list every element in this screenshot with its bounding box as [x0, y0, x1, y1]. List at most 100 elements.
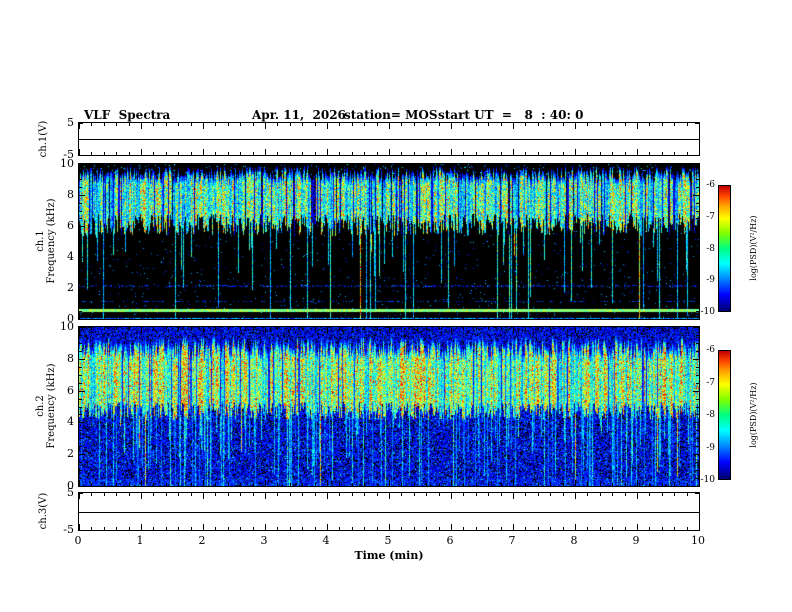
x-tick: [315, 152, 316, 155]
y-tick: [696, 462, 699, 463]
x-tick: [649, 527, 650, 530]
y-tick: [696, 478, 699, 479]
x-tick: [488, 493, 489, 496]
x-tick: [513, 164, 514, 170]
y-tick: [696, 249, 699, 250]
x-tick: [575, 493, 576, 499]
x-tick: [414, 493, 415, 496]
y-tick: [696, 211, 699, 212]
x-tick: [550, 152, 551, 155]
x-tick: [575, 480, 576, 486]
x-tick: [265, 313, 266, 319]
x-tick: [364, 152, 365, 155]
x-tick: [476, 316, 477, 319]
x-tick: [116, 152, 117, 155]
x-tick: [687, 493, 688, 496]
x-tick: [625, 164, 626, 167]
y-tick: [79, 375, 82, 376]
x-tick: [637, 123, 638, 129]
x-tick: [674, 152, 675, 155]
y-tick: [696, 280, 699, 281]
x-tick: [290, 493, 291, 496]
x-tick: [166, 327, 167, 330]
x-tick: [414, 316, 415, 319]
x-tick: [302, 316, 303, 319]
x-tick: [277, 493, 278, 496]
x-tick: [178, 527, 179, 530]
colorbar-tick-label: -6: [706, 180, 715, 190]
y-tick-label: 6: [67, 219, 74, 232]
x-tick: [662, 493, 663, 496]
x-tick: [513, 524, 514, 530]
x-tick: [104, 164, 105, 167]
x-tick: [637, 480, 638, 486]
y-tick: [696, 179, 699, 180]
x-tick: [414, 152, 415, 155]
x-tick: [600, 493, 601, 496]
x-tick-label: 4: [322, 534, 330, 547]
x-tick-label: 6: [446, 534, 454, 547]
x-tick: [513, 313, 514, 319]
y-tick-label: 5: [67, 486, 74, 499]
x-tick: [352, 483, 353, 486]
x-tick: [538, 493, 539, 496]
x-tick: [141, 327, 142, 333]
x-tick-label: 2: [198, 534, 206, 547]
x-tick: [674, 123, 675, 126]
x-tick: [277, 152, 278, 155]
y-tick: [696, 470, 699, 471]
x-tick: [290, 316, 291, 319]
y-tick: [79, 211, 82, 212]
x-tick: [240, 164, 241, 167]
y-tick: [696, 367, 699, 368]
colorbar-tick-label: -10: [700, 307, 716, 317]
x-tick: [315, 123, 316, 126]
x-tick: [240, 152, 241, 155]
y-tick: [79, 203, 82, 204]
x-tick: [327, 493, 328, 499]
x-tick: [600, 152, 601, 155]
y-tick-label: 0: [67, 312, 74, 325]
x-tick: [315, 483, 316, 486]
x-tick: [129, 152, 130, 155]
y-tick-label: -5: [63, 523, 74, 536]
x-tick: [178, 164, 179, 167]
x-tick: [215, 123, 216, 126]
x-tick: [91, 152, 92, 155]
y-tick: [693, 195, 699, 196]
x-tick: [501, 316, 502, 319]
y-tick: [693, 486, 699, 487]
x-tick: [699, 164, 700, 170]
x-tick-label: 1: [136, 534, 144, 547]
y-tick: [695, 155, 699, 156]
x-tick: [575, 327, 576, 333]
x-tick: [290, 327, 291, 330]
y-tick: [79, 399, 82, 400]
x-tick: [339, 152, 340, 155]
x-tick: [563, 483, 564, 486]
x-tick: [339, 527, 340, 530]
x-tick: [563, 527, 564, 530]
x-tick: [364, 483, 365, 486]
x-tick: [476, 164, 477, 167]
x-tick: [191, 152, 192, 155]
x-tick: [426, 327, 427, 330]
y-tick-label: 0: [67, 479, 74, 492]
x-tick: [302, 327, 303, 330]
ch1-spectrogram-panel: [78, 163, 700, 320]
x-tick: [575, 149, 576, 155]
y-tick: [693, 288, 699, 289]
y-tick: [696, 242, 699, 243]
x-tick: [104, 327, 105, 330]
x-tick: [389, 164, 390, 170]
x-tick: [451, 313, 452, 319]
x-tick: [612, 527, 613, 530]
x-tick: [240, 123, 241, 126]
x-tick: [488, 527, 489, 530]
x-tick: [488, 164, 489, 167]
x-tick-label: 10: [691, 534, 705, 547]
x-tick: [91, 527, 92, 530]
x-tick: [501, 152, 502, 155]
x-tick: [389, 149, 390, 155]
x-tick: [116, 493, 117, 496]
